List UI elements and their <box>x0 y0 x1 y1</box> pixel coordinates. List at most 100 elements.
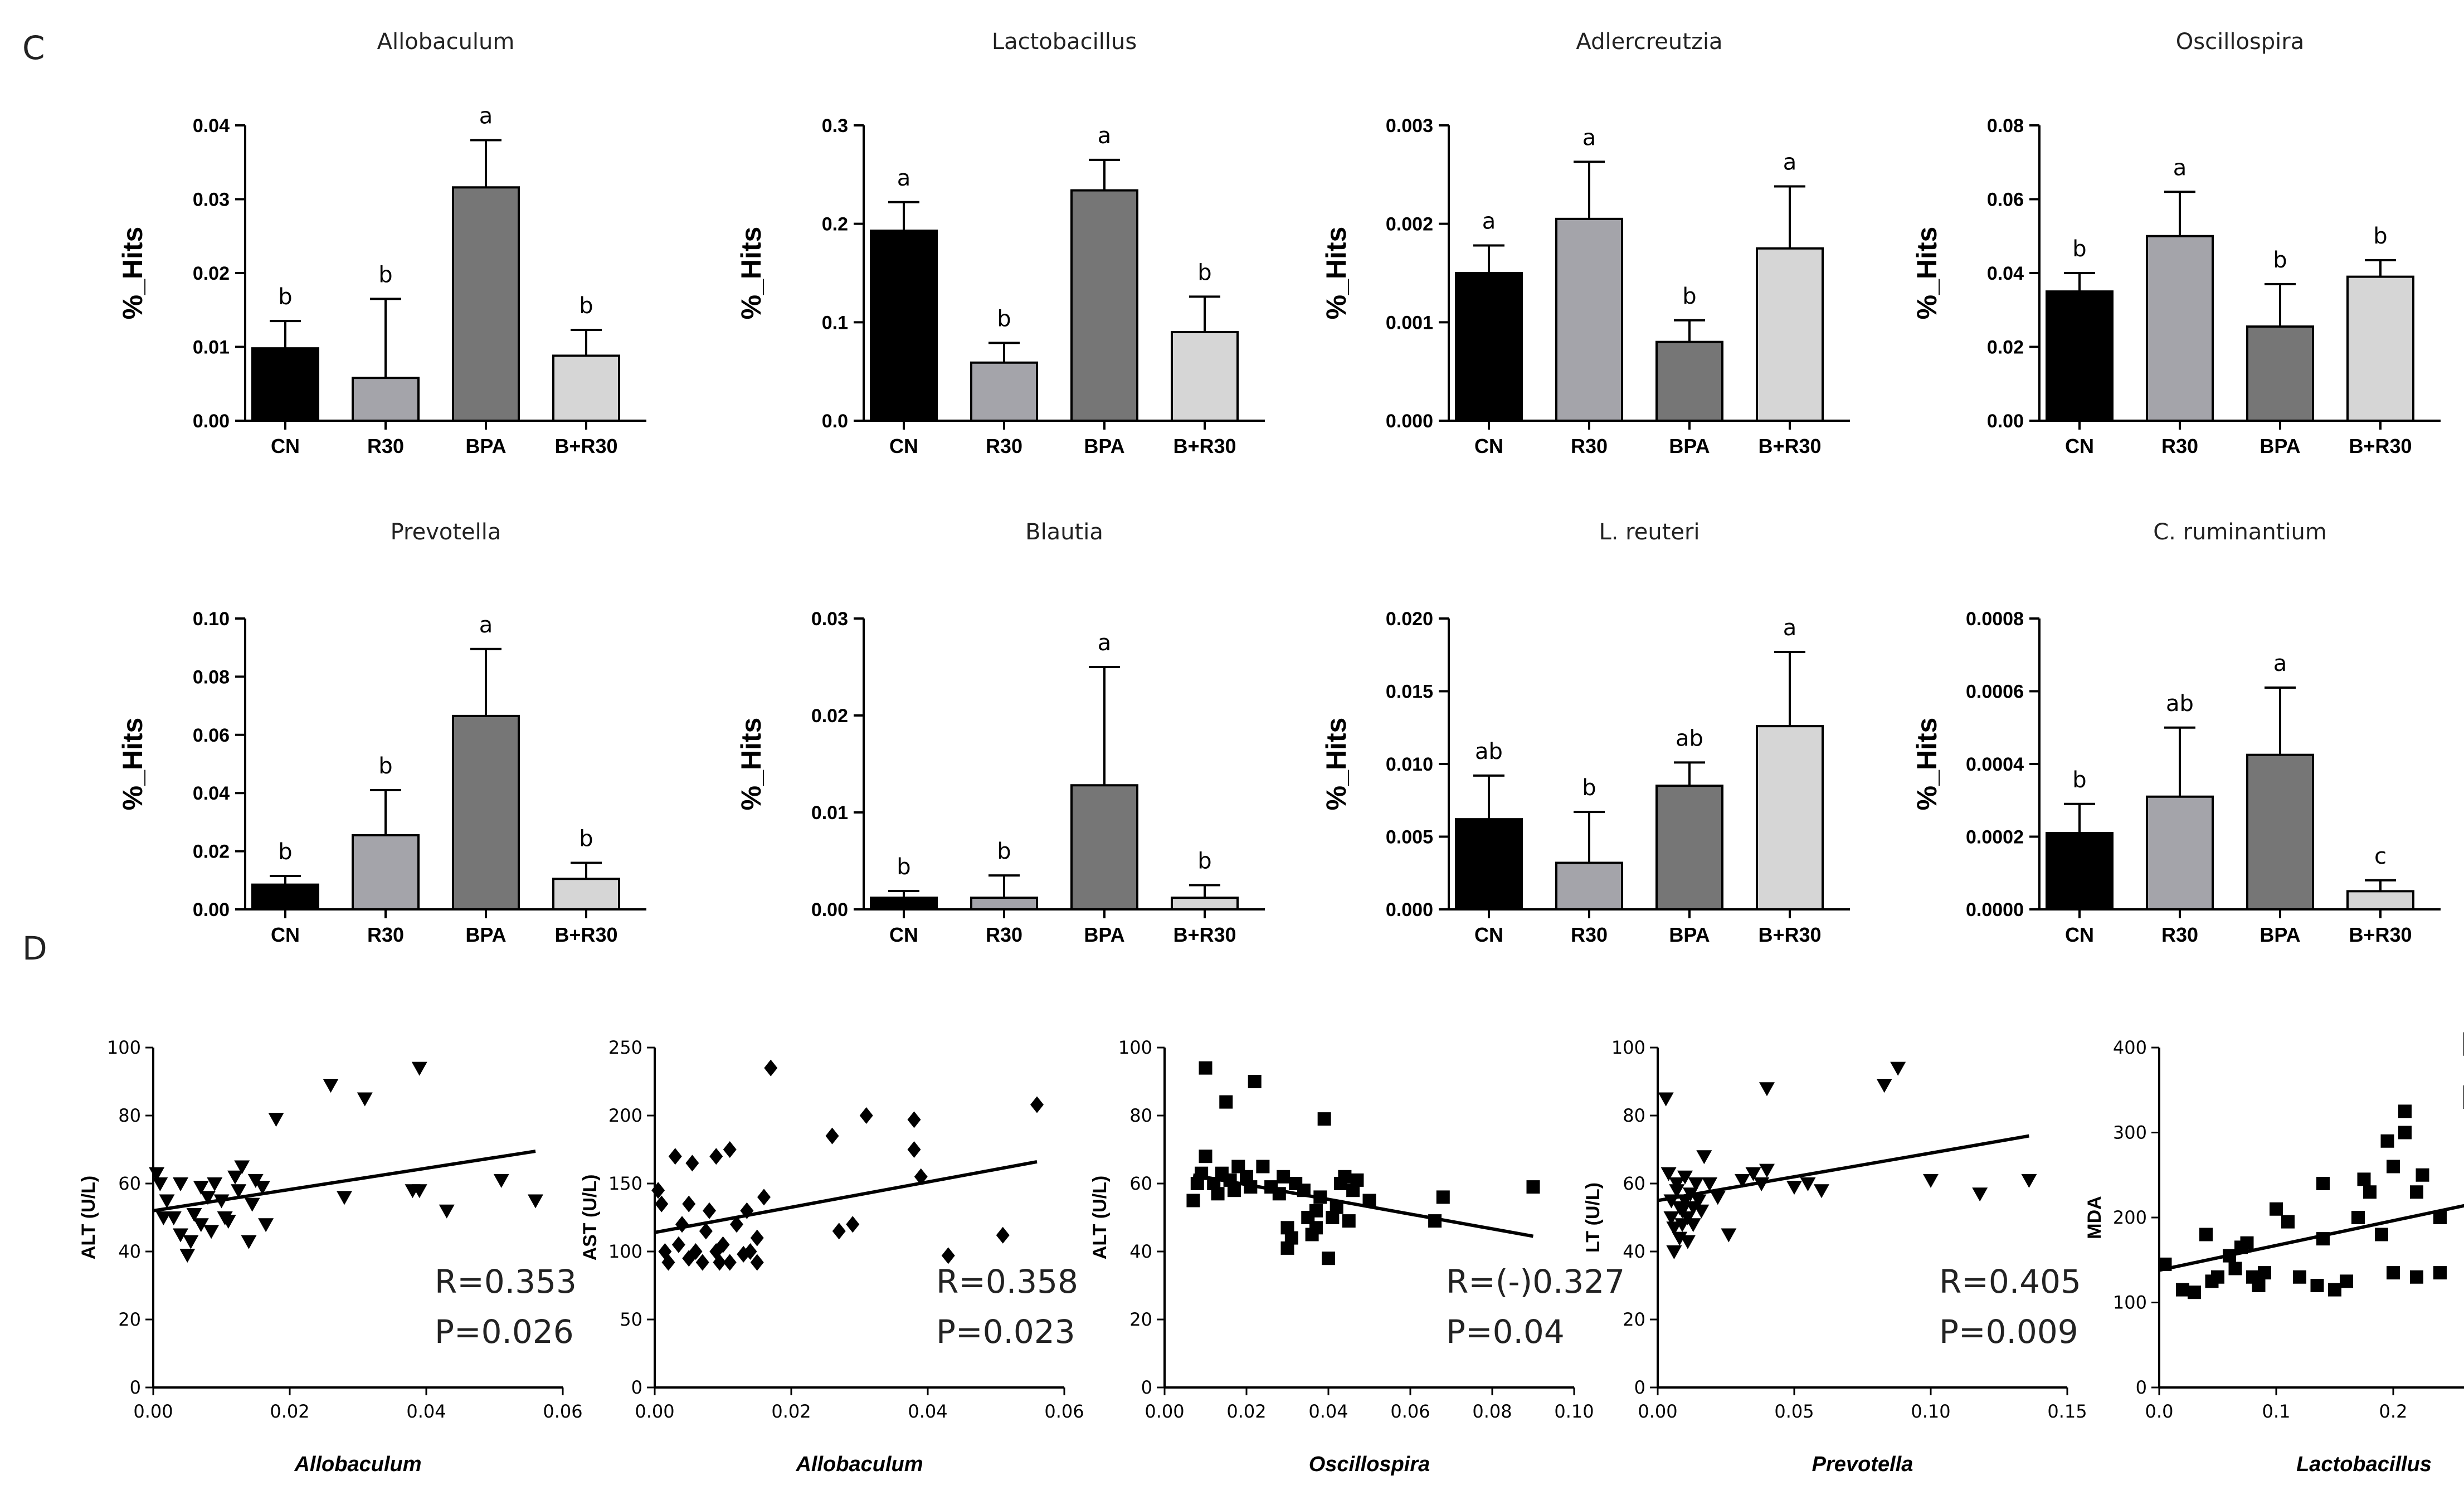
bar-chart-2: Adlercreutzia %_Hits 0.000 0.001 0.002 0.003 a… <box>1321 29 1850 457</box>
x-tick-label: B+R30 <box>1173 435 1236 457</box>
y-axis-label: %_Hits <box>1321 227 1352 320</box>
y-axis-label: ALT (U/L) <box>78 1176 99 1259</box>
data-point <box>1436 1190 1450 1204</box>
regression-line <box>654 1160 1038 1234</box>
x-tick-label: R30 <box>367 435 404 457</box>
data-point <box>1663 1211 1679 1225</box>
data-point <box>1284 1231 1298 1245</box>
data-point <box>907 1111 921 1128</box>
data-point <box>1309 1221 1323 1235</box>
y-tick-label: 0.00 <box>193 411 230 432</box>
data-point <box>183 1235 199 1249</box>
data-point <box>1030 1096 1044 1113</box>
data-point <box>173 1177 188 1191</box>
x-tick-label: 0.06 <box>1044 1401 1084 1422</box>
x-tick-label: 0.2 <box>2379 1401 2408 1422</box>
x-axis-label: Prevotella <box>1812 1453 1913 1476</box>
x-tick-label: BPA <box>1669 923 1710 946</box>
data-point <box>716 1236 730 1253</box>
data-point <box>941 1247 955 1264</box>
data-point <box>1702 1177 1718 1191</box>
x-tick-label: 0.02 <box>771 1401 811 1422</box>
y-axis-label: %_Hits <box>117 227 148 320</box>
bar-chart-6: L. reuteri %_Hits 0.000 0.005 0.010 0.015 0.02… <box>1321 519 1850 946</box>
data-point <box>231 1184 247 1199</box>
x-tick-label: CN <box>271 435 300 457</box>
y-tick-label: 100 <box>2113 1292 2147 1313</box>
x-tick-label: 0.0 <box>2145 1401 2174 1422</box>
data-point <box>1759 1082 1775 1097</box>
x-axis-label: Oscillospira <box>1309 1453 1430 1476</box>
y-axis-label: %_Hits <box>1321 718 1352 811</box>
data-point <box>268 1113 284 1127</box>
bar-CN <box>251 347 319 422</box>
data-point <box>2375 1228 2388 1241</box>
x-tick-label: BPA <box>2260 435 2300 457</box>
significance-letter: c <box>2374 844 2387 869</box>
data-point <box>1199 1150 1212 1163</box>
data-point <box>234 1160 250 1175</box>
x-tick-label: CN <box>889 435 918 457</box>
bar-CN <box>2046 290 2114 422</box>
y-axis-label: AST (U/L) <box>580 1175 601 1261</box>
y-tick-label: 100 <box>1118 1037 1152 1058</box>
bar-R30 <box>352 377 420 422</box>
data-point <box>914 1168 928 1185</box>
data-point <box>411 1184 427 1199</box>
data-point <box>193 1218 209 1233</box>
data-point <box>258 1218 274 1233</box>
bar-B+R30 <box>1171 897 1239 910</box>
data-point <box>750 1254 764 1271</box>
x-tick-label: 0.04 <box>406 1401 446 1422</box>
significance-letter: a <box>2173 155 2187 181</box>
data-point <box>907 1141 921 1158</box>
y-tick-label: 0.001 <box>1386 312 1433 333</box>
data-point <box>1923 1174 1939 1188</box>
y-tick-label: 80 <box>118 1105 141 1126</box>
bar-CN <box>870 230 938 422</box>
y-tick-label: 0.02 <box>193 841 230 863</box>
bar-CN <box>870 897 938 910</box>
y-tick-label: 40 <box>118 1241 141 1262</box>
data-point <box>149 1167 165 1181</box>
significance-letter: a <box>1482 209 1496 235</box>
bar-R30 <box>970 361 1038 422</box>
y-tick-label: 200 <box>2113 1207 2147 1228</box>
x-tick-label: BPA <box>1084 923 1124 946</box>
bar-R30 <box>352 834 420 911</box>
data-point <box>2387 1160 2400 1174</box>
bar-R30 <box>1555 217 1623 422</box>
significance-letter: b <box>1197 260 1211 285</box>
x-tick-label: CN <box>1474 435 1503 457</box>
significance-letter: b <box>997 839 1011 864</box>
bar-R30 <box>2146 795 2214 910</box>
data-point <box>2416 1168 2429 1182</box>
y-tick-label: 0.00 <box>811 899 848 921</box>
panel-d-label: D <box>22 929 47 967</box>
data-point <box>2398 1104 2412 1118</box>
y-tick-label: 100 <box>107 1037 141 1058</box>
bar-BPA <box>2246 325 2314 422</box>
data-point <box>2357 1172 2371 1186</box>
chart-title: Prevotella <box>391 519 501 545</box>
y-tick-label: 60 <box>1623 1173 1645 1194</box>
y-tick-label: 0.1 <box>822 312 848 333</box>
data-point <box>1227 1184 1241 1197</box>
bar-BPA <box>1655 785 1723 911</box>
correlation-p-value: P= <box>2460 1079 2464 1117</box>
x-tick-label: BPA <box>465 923 506 946</box>
correlation-p-value: P=0.026 <box>435 1313 574 1351</box>
significance-letter: a <box>2273 651 2287 676</box>
x-tick-label: B+R30 <box>1173 923 1236 946</box>
data-point <box>1696 1150 1712 1165</box>
y-tick-label: 20 <box>1623 1309 1645 1330</box>
data-point <box>2316 1177 2330 1190</box>
y-tick-label: 0.02 <box>1987 337 2024 358</box>
data-point <box>703 1202 716 1219</box>
data-point <box>1317 1112 1331 1126</box>
data-point <box>1710 1191 1726 1205</box>
data-point <box>2351 1211 2365 1224</box>
data-point <box>2199 1228 2213 1241</box>
data-point <box>2398 1126 2412 1140</box>
y-tick-label: 0.04 <box>193 115 230 137</box>
